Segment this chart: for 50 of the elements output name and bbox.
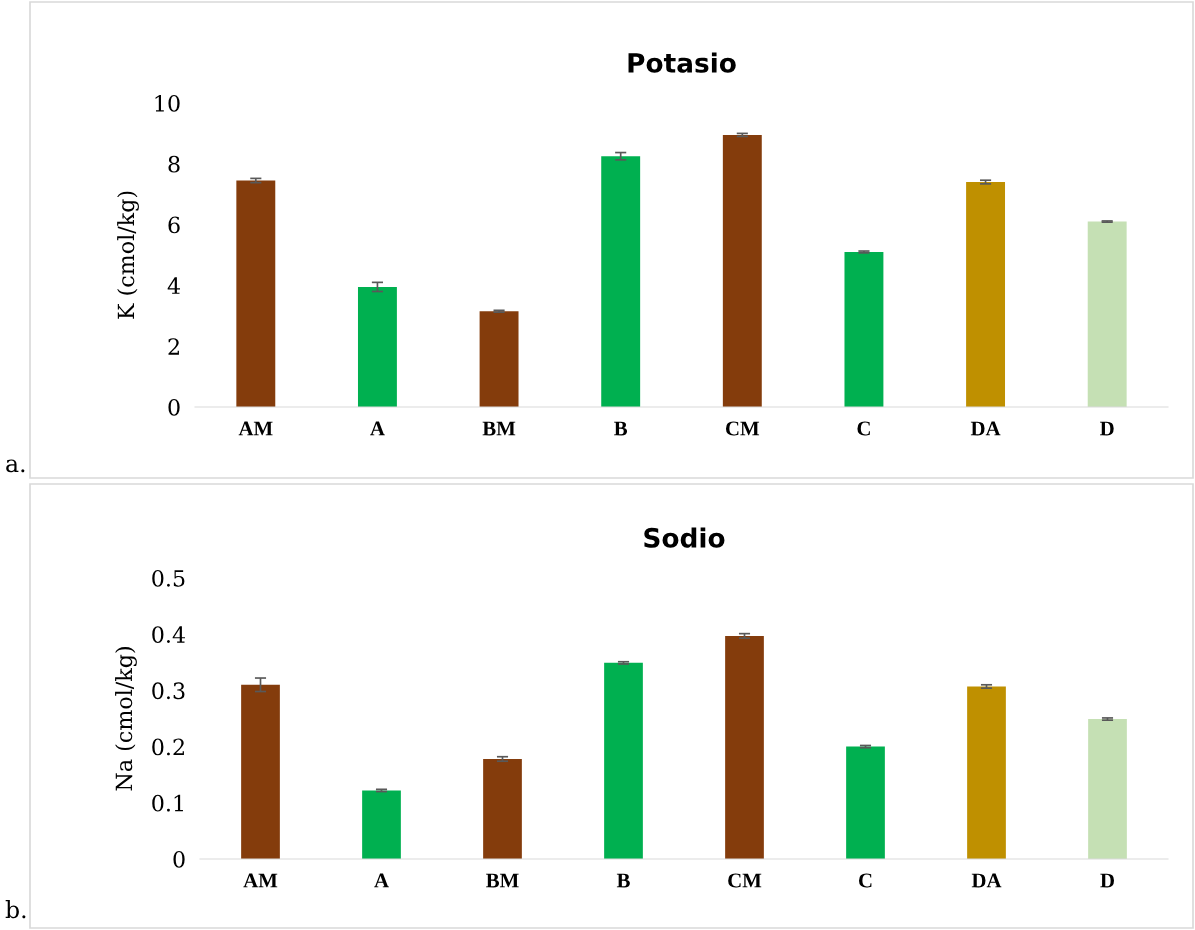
bar — [966, 182, 1006, 407]
y-tick-label: 4 — [167, 277, 180, 294]
y-tick-label: 0.5 — [152, 569, 185, 587]
x-tick-label: BM — [486, 873, 519, 888]
bar — [357, 286, 397, 407]
x-tick-label: B — [616, 873, 630, 888]
y-tick-label: 0.3 — [152, 682, 185, 700]
x-tick-label: A — [374, 873, 389, 888]
bar — [604, 662, 643, 859]
y-axis-title: K (cmol/kg) — [117, 191, 139, 319]
chart-title: Potasio — [628, 52, 736, 73]
y-tick-label: 8 — [168, 155, 180, 173]
x-tick-label: C — [859, 873, 872, 888]
y-tick-label: 10 — [155, 94, 180, 112]
x-tick-label: C — [857, 421, 870, 436]
bar — [241, 684, 280, 859]
bar — [967, 686, 1006, 859]
x-tick-label: A — [370, 421, 385, 436]
bar — [846, 746, 885, 859]
y-axis-title: Na (cmol/kg) — [115, 647, 137, 791]
x-tick-label: DA — [970, 421, 1001, 436]
x-tick-label: B — [614, 421, 628, 436]
y-tick-label: 0.2 — [152, 738, 184, 756]
bar — [601, 156, 641, 407]
y-tick-label: 0 — [173, 850, 185, 868]
y-tick-label: 0.4 — [152, 626, 185, 643]
bar — [722, 134, 762, 407]
x-tick-label: DA — [971, 873, 1002, 888]
x-tick-label: BM — [482, 421, 516, 436]
x-tick-label: AM — [243, 873, 278, 888]
y-tick-label: 0 — [168, 398, 180, 416]
bar — [236, 180, 276, 407]
y-tick-label: 6 — [168, 216, 180, 234]
y-tick-label: 0.1 — [152, 794, 183, 812]
text: b. — [5, 900, 26, 919]
chart-title: Sodio — [644, 527, 725, 548]
x-tick-label: D — [1100, 873, 1114, 888]
x-tick-label: CM — [728, 873, 762, 888]
bar — [479, 311, 519, 407]
x-tick-label: CM — [725, 421, 760, 436]
x-tick-label: AM — [238, 421, 273, 436]
bar — [1088, 719, 1127, 859]
x-tick-label: D — [1100, 421, 1114, 436]
bar — [1087, 221, 1127, 407]
bar — [362, 790, 401, 859]
y-tick-label: 2 — [168, 338, 179, 355]
text: a. — [6, 459, 25, 473]
bar — [483, 758, 522, 859]
bar — [725, 635, 764, 859]
bar — [844, 251, 884, 407]
